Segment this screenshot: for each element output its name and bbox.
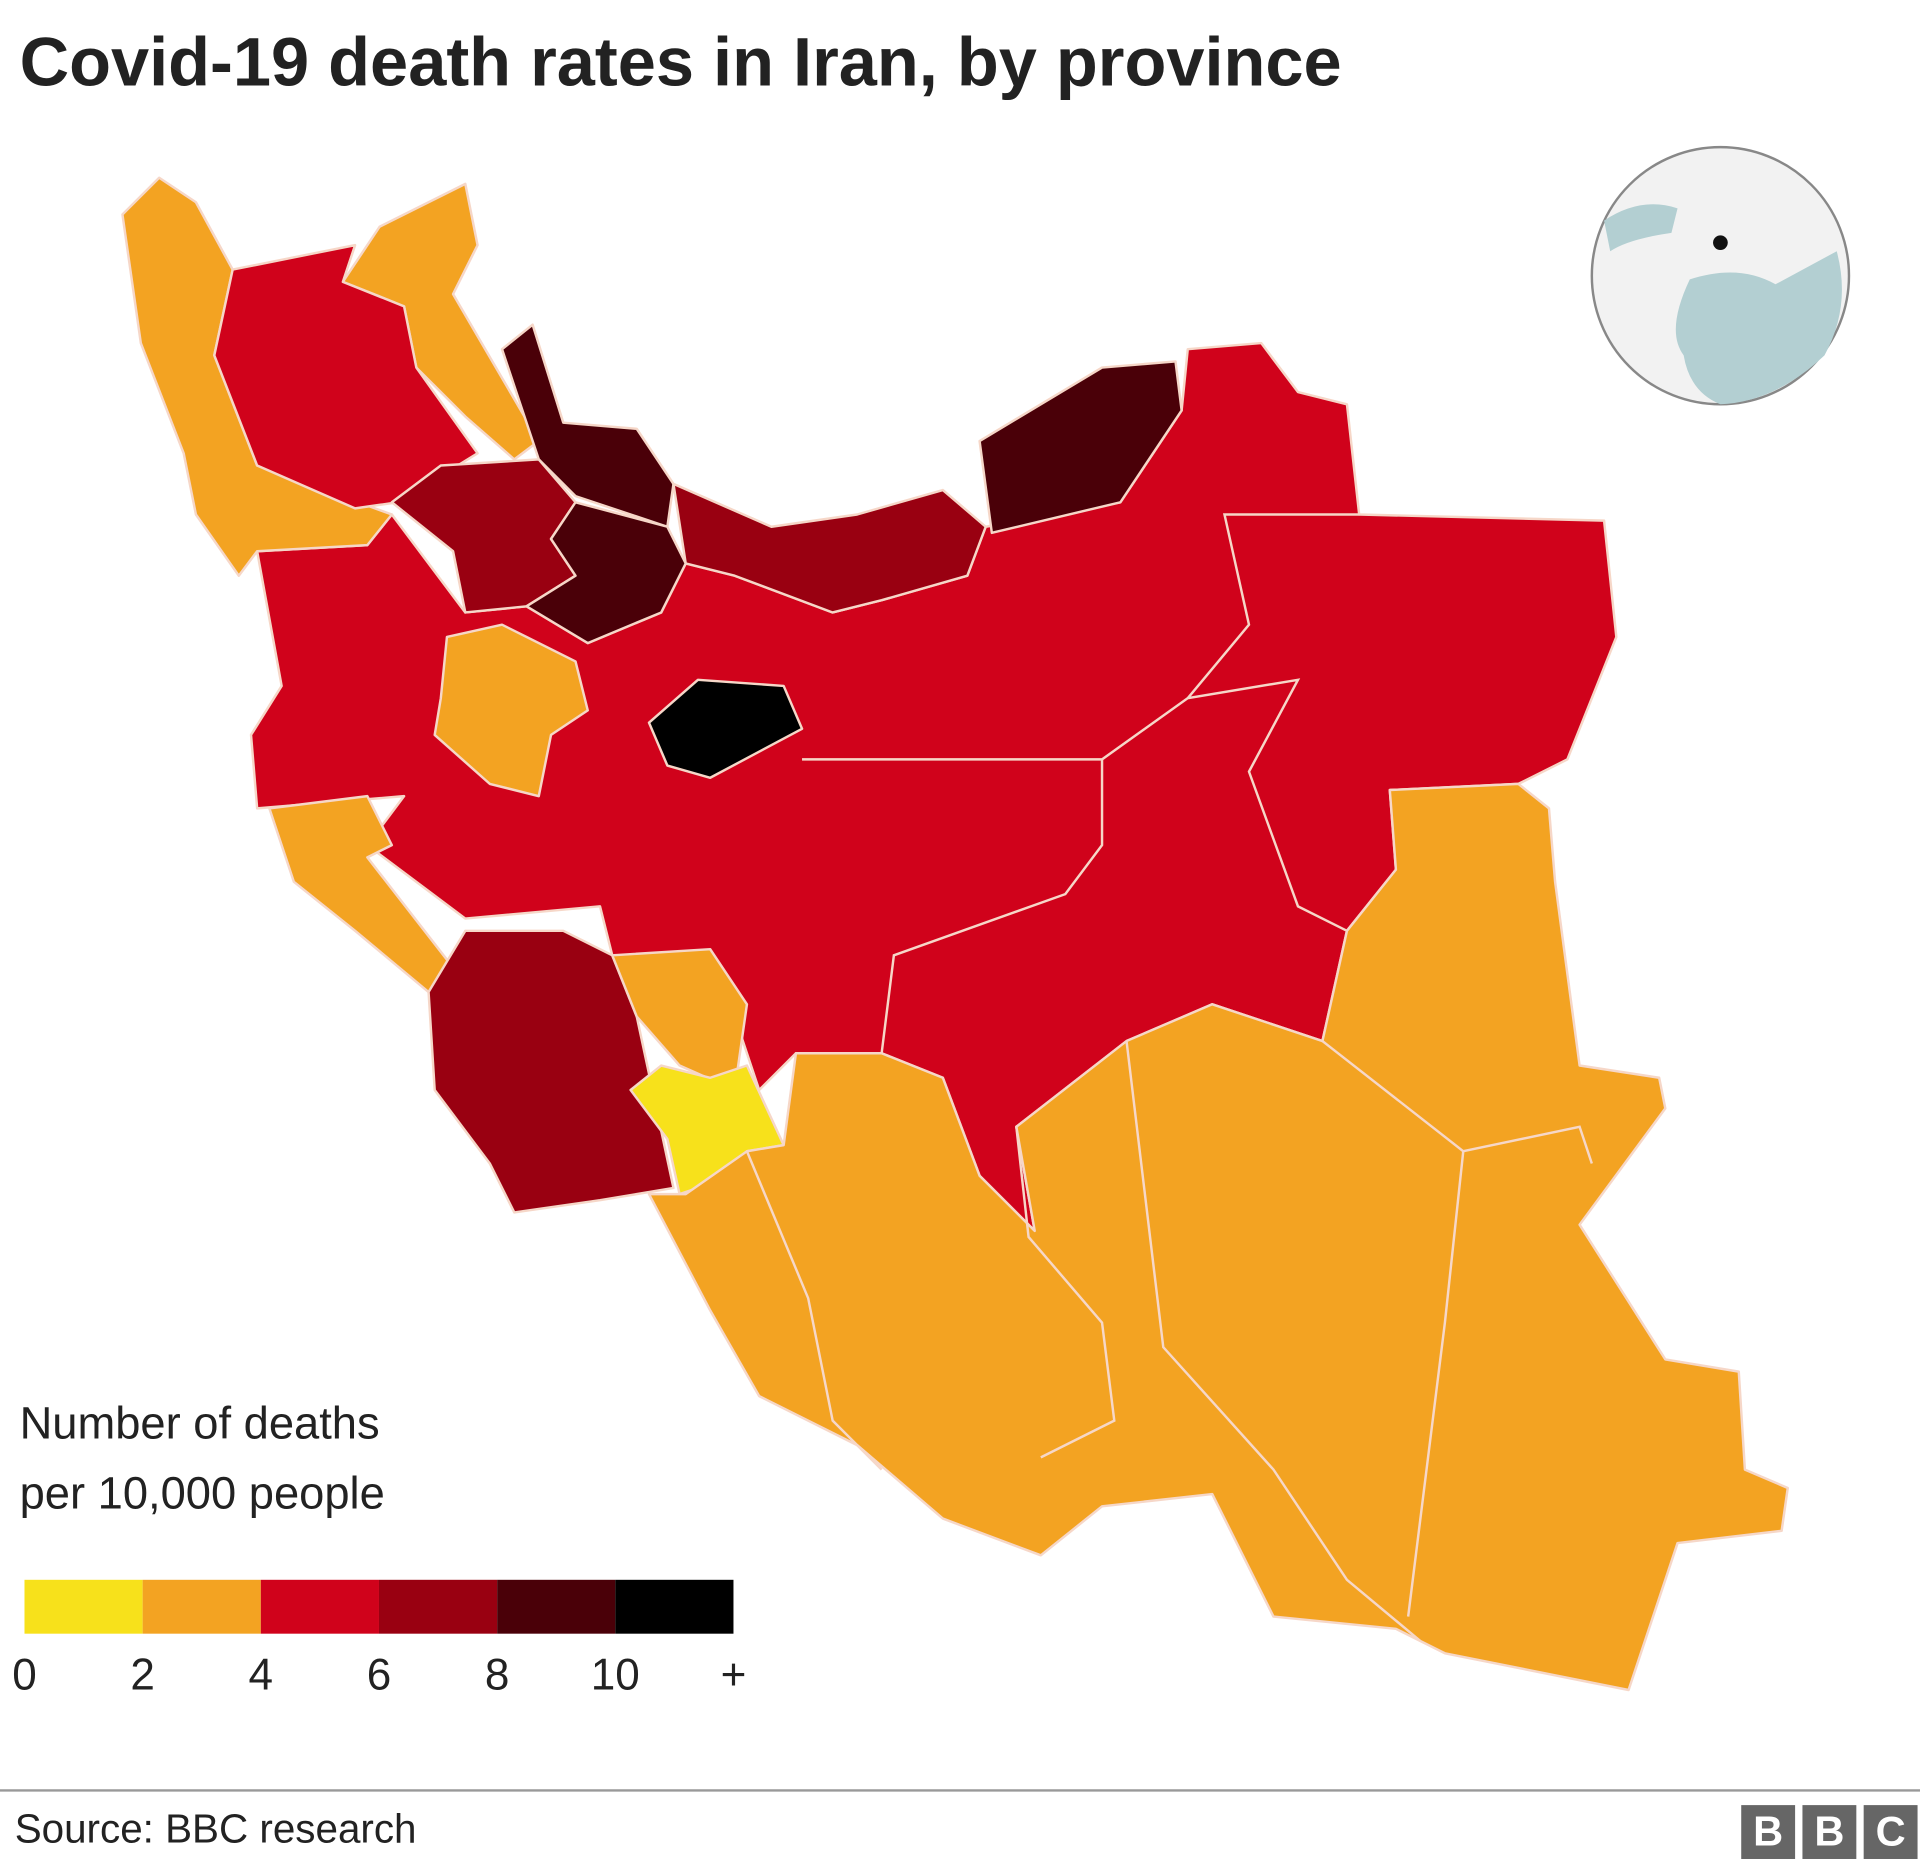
legend-tick-label: 2 [130, 1650, 155, 1699]
sea [1604, 204, 1678, 252]
province [672, 482, 987, 614]
province-borders [745, 513, 1593, 1642]
ocean [1675, 251, 1842, 405]
legend-swatch [142, 1579, 261, 1634]
province [121, 176, 394, 577]
province [647, 782, 1789, 1692]
logo-box [1802, 1805, 1857, 1859]
legend-tick-label: 6 [367, 1650, 392, 1699]
logo-letter: C [1876, 1808, 1906, 1855]
locator-globe [1590, 145, 1851, 406]
legend-swatch [497, 1579, 616, 1634]
logo-letter: B [1753, 1808, 1783, 1855]
logo-letter: B [1814, 1808, 1844, 1855]
province [978, 360, 1183, 535]
legend-open-end: + [721, 1650, 747, 1699]
legend-title: Number of deaths [20, 1398, 380, 1449]
legend-swatch [24, 1579, 143, 1634]
title: Covid-19 death rates in Iran, by provinc… [20, 24, 1342, 101]
iran-marker [1713, 235, 1728, 251]
province [525, 501, 687, 645]
source: Source: BBC research [15, 1806, 417, 1852]
province [427, 929, 675, 1214]
legend: Number of deaths per 10,000 people 0 2 4 6 8… [12, 1398, 746, 1700]
legend-tick-label: 4 [249, 1650, 274, 1699]
legend-tick-label: 8 [485, 1650, 510, 1699]
logo-box [1741, 1805, 1796, 1859]
legend-swatch [260, 1579, 379, 1634]
legend-swatch [615, 1579, 734, 1634]
iran-map [121, 176, 1789, 1692]
legend-tick-label: 10 [591, 1650, 640, 1699]
legend-tick-label: 0 [12, 1650, 37, 1699]
legend-swatch [378, 1579, 498, 1634]
logo-box [1863, 1805, 1918, 1859]
province [213, 243, 479, 510]
province [647, 678, 804, 779]
legend-title: per 10,000 people [20, 1468, 385, 1519]
province [433, 623, 589, 798]
